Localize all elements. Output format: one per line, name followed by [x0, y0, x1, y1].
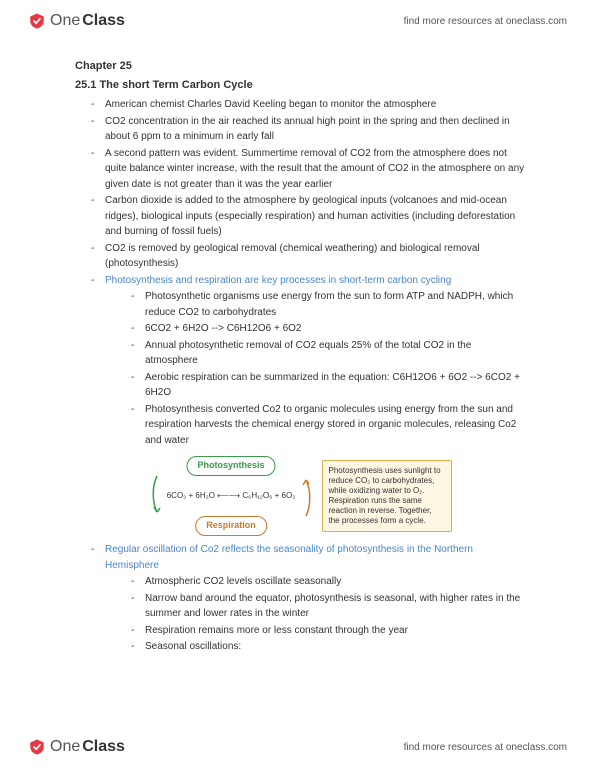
- brand-logo[interactable]: OneClass: [28, 12, 125, 30]
- photosynthesis-pill: Photosynthesis: [186, 456, 275, 476]
- bullet-list-level1: Regular oscillation of Co2 reflects the …: [75, 542, 525, 655]
- list-item: Aerobic respiration can be summarized in…: [131, 370, 525, 401]
- subsection-link: Photosynthesis and respiration are key p…: [105, 275, 451, 286]
- list-item: Regular oscillation of Co2 reflects the …: [91, 542, 525, 655]
- list-item: CO2 concentration in the air reached its…: [91, 114, 525, 145]
- list-item: Respiration remains more or less constan…: [131, 623, 525, 639]
- arrow-down-icon: [151, 474, 163, 514]
- brand-logo[interactable]: OneClass: [28, 738, 125, 756]
- brand-text-one: One: [50, 12, 80, 30]
- brand-text-class: Class: [82, 738, 125, 756]
- cycle-equation: 6CO₂ + 6H₂O ⟵⟶ C₆H₁₂O₆ + 6O₂: [167, 490, 296, 502]
- list-item: A second pattern was evident. Summertime…: [91, 146, 525, 193]
- header-resources-link[interactable]: find more resources at oneclass.com: [404, 16, 567, 27]
- bullet-list-level1: American chemist Charles David Keeling b…: [75, 97, 525, 448]
- logo-badge-icon: [28, 12, 46, 30]
- logo-badge-icon: [28, 738, 46, 756]
- page-header: OneClass find more resources at oneclass…: [0, 0, 595, 48]
- page-footer: OneClass find more resources at oneclass…: [0, 726, 595, 770]
- list-item: Atmospheric CO2 levels oscillate seasona…: [131, 574, 525, 590]
- list-item: Photosynthesis converted Co2 to organic …: [131, 402, 525, 449]
- subsection-link: Regular oscillation of Co2 reflects the …: [105, 544, 473, 571]
- list-item: Annual photosynthetic removal of CO2 equ…: [131, 338, 525, 369]
- list-item: Seasonal oscillations:: [131, 639, 525, 655]
- list-item: Carbon dioxide is added to the atmospher…: [91, 193, 525, 240]
- brand-text-class: Class: [82, 12, 125, 30]
- diagram-description: Photosynthesis uses sunlight to reduce C…: [322, 460, 452, 532]
- list-item: American chemist Charles David Keeling b…: [91, 97, 525, 113]
- list-item: Photosynthesis and respiration are key p…: [91, 273, 525, 449]
- chapter-heading: Chapter 25: [75, 58, 525, 75]
- respiration-pill: Respiration: [195, 516, 267, 536]
- section-heading: 25.1 The short Term Carbon Cycle: [75, 77, 525, 94]
- list-item: 6CO2 + 6H2O --> C6H12O6 + 6O2: [131, 321, 525, 337]
- document-body: Chapter 25 25.1 The short Term Carbon Cy…: [0, 48, 595, 666]
- list-item: CO2 is removed by geological removal (ch…: [91, 241, 525, 272]
- footer-resources-link[interactable]: find more resources at oneclass.com: [404, 742, 567, 753]
- cycle-diagram: Photosynthesis 6CO₂ + 6H₂O ⟵⟶ C₆H₁₂O₆ + …: [75, 456, 525, 536]
- cycle-graphic: Photosynthesis 6CO₂ + 6H₂O ⟵⟶ C₆H₁₂O₆ + …: [149, 456, 314, 536]
- bullet-list-level2: Photosynthetic organisms use energy from…: [105, 289, 525, 448]
- list-item: Photosynthetic organisms use energy from…: [131, 289, 525, 320]
- brand-text-one: One: [50, 738, 80, 756]
- arrow-up-icon: [300, 478, 312, 518]
- bullet-list-level2: Atmospheric CO2 levels oscillate seasona…: [105, 574, 525, 655]
- list-item: Narrow band around the equator, photosyn…: [131, 591, 525, 622]
